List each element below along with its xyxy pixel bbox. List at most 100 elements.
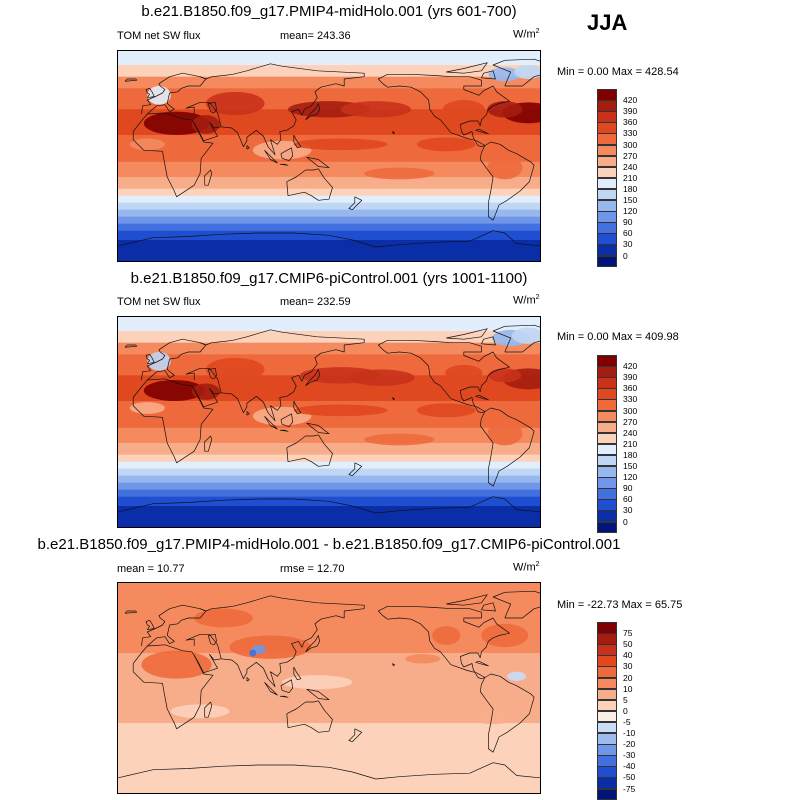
field-region <box>487 156 523 180</box>
colorbar-tick-label: -10 <box>623 728 636 738</box>
coastline <box>306 156 330 169</box>
coastline <box>124 344 138 348</box>
colorbar-segment <box>597 211 617 223</box>
coastline <box>124 78 138 82</box>
colorbar-segment <box>597 721 617 734</box>
panel-3-map-svg <box>118 583 540 793</box>
colorbar-tick-label: 360 <box>623 117 638 128</box>
coastline <box>145 87 155 99</box>
coastline <box>145 619 155 631</box>
coastline <box>305 369 320 387</box>
colorbar-segment <box>597 788 617 800</box>
panel-1-min-max: Min = 0.00 Max = 428.54 <box>557 66 679 78</box>
coastline <box>479 673 535 753</box>
coastline <box>391 397 395 401</box>
colorbar-tick-label: 270 <box>623 416 638 427</box>
field-band <box>118 209 540 218</box>
colorbar-tick-label: 240 <box>623 427 638 438</box>
coastline <box>377 339 510 414</box>
colorbar-segment <box>597 166 617 179</box>
coastline <box>207 101 217 114</box>
coastline <box>132 112 214 198</box>
colorbar-tick-label: 10 <box>623 683 633 694</box>
coastline <box>264 681 278 696</box>
colorbar-tick-label: 5 <box>623 694 628 705</box>
field-region <box>445 364 483 382</box>
colorbar-tick-label: 390 <box>623 106 638 117</box>
colorbar-segment <box>597 200 617 212</box>
colorbar-segment <box>597 122 617 134</box>
coastline <box>492 590 540 619</box>
field-band <box>118 583 540 619</box>
colorbar-segment <box>597 488 617 500</box>
field-region <box>364 167 435 180</box>
colorbar-segment <box>597 388 617 400</box>
coastline <box>280 679 294 694</box>
colorbar-segment <box>597 111 617 123</box>
colorbar-tick-label: -20 <box>623 739 636 750</box>
coastline <box>204 169 213 186</box>
coastline <box>306 422 330 435</box>
coastline <box>118 762 540 780</box>
colorbar-segment <box>597 432 617 445</box>
field-layer <box>118 51 540 261</box>
coastline <box>264 415 278 430</box>
colorbar-segment <box>597 133 617 145</box>
coastline <box>377 605 510 680</box>
field-region <box>293 138 388 151</box>
colorbar-tick-label: 390 <box>623 372 638 383</box>
coastline <box>118 230 540 248</box>
colorbar-segment <box>597 222 617 234</box>
colorbar-segment <box>597 510 617 522</box>
field-band <box>118 506 540 527</box>
colorbar-tick-label: 60 <box>623 494 633 505</box>
field-band <box>118 482 540 491</box>
colorbar-tick-label: 0 <box>623 250 628 261</box>
panel-2-left-label: TOM net SW flux <box>117 296 201 308</box>
colorbar-segment <box>597 644 617 656</box>
colorbar-tick-label: 180 <box>623 183 638 194</box>
coastline <box>280 147 294 162</box>
field-band <box>118 223 540 232</box>
coastline <box>279 163 289 166</box>
field-region <box>282 675 353 690</box>
panel-2-min-max: Min = 0.00 Max = 409.98 <box>557 331 679 343</box>
colorbar-segment <box>597 177 617 190</box>
field-region <box>487 101 523 118</box>
coastline <box>132 378 214 464</box>
colorbar-segment <box>597 89 617 101</box>
coastline <box>185 633 222 674</box>
colorbar-segment <box>597 688 617 701</box>
field-band <box>118 342 540 355</box>
coastline <box>492 324 540 353</box>
colorbar-tick-label: 240 <box>623 161 638 172</box>
coastlines <box>118 58 540 248</box>
field-region <box>311 620 371 639</box>
field-region <box>170 704 230 719</box>
coastline <box>207 633 217 646</box>
colorbar-tick-label: 90 <box>623 483 633 494</box>
panel-1-map <box>117 50 541 262</box>
field-region <box>147 86 171 105</box>
field-band <box>118 216 540 225</box>
coastline <box>446 328 488 340</box>
field-region <box>340 101 412 118</box>
field-region <box>487 422 523 446</box>
field-layer <box>118 583 540 793</box>
colorbar-tick-label: 30 <box>623 505 633 516</box>
colorbar-tick-label: 20 <box>623 672 633 683</box>
field-band <box>118 188 540 197</box>
colorbar-tick-label: 420 <box>623 95 638 106</box>
colorbar-tick-label: 60 <box>623 228 633 239</box>
field-band <box>118 317 540 332</box>
colorbar-segment <box>597 399 617 411</box>
coastlines <box>118 590 540 780</box>
coastline <box>280 413 294 428</box>
colorbar-segment <box>597 733 617 745</box>
field-band <box>118 161 540 178</box>
coastline <box>279 695 289 698</box>
panel-2-colorbar: 420 390 360 330 300 270 240 210 180 150 120 90 60 30 0 <box>597 355 637 534</box>
panel-3-colorbar: 75 50 40 30 20 10 5 0 -5 -10 -20 -30 -40 -50 -75 <box>597 622 635 800</box>
panel-2-map <box>117 316 541 528</box>
colorbar-tick-label: -5 <box>623 716 631 727</box>
